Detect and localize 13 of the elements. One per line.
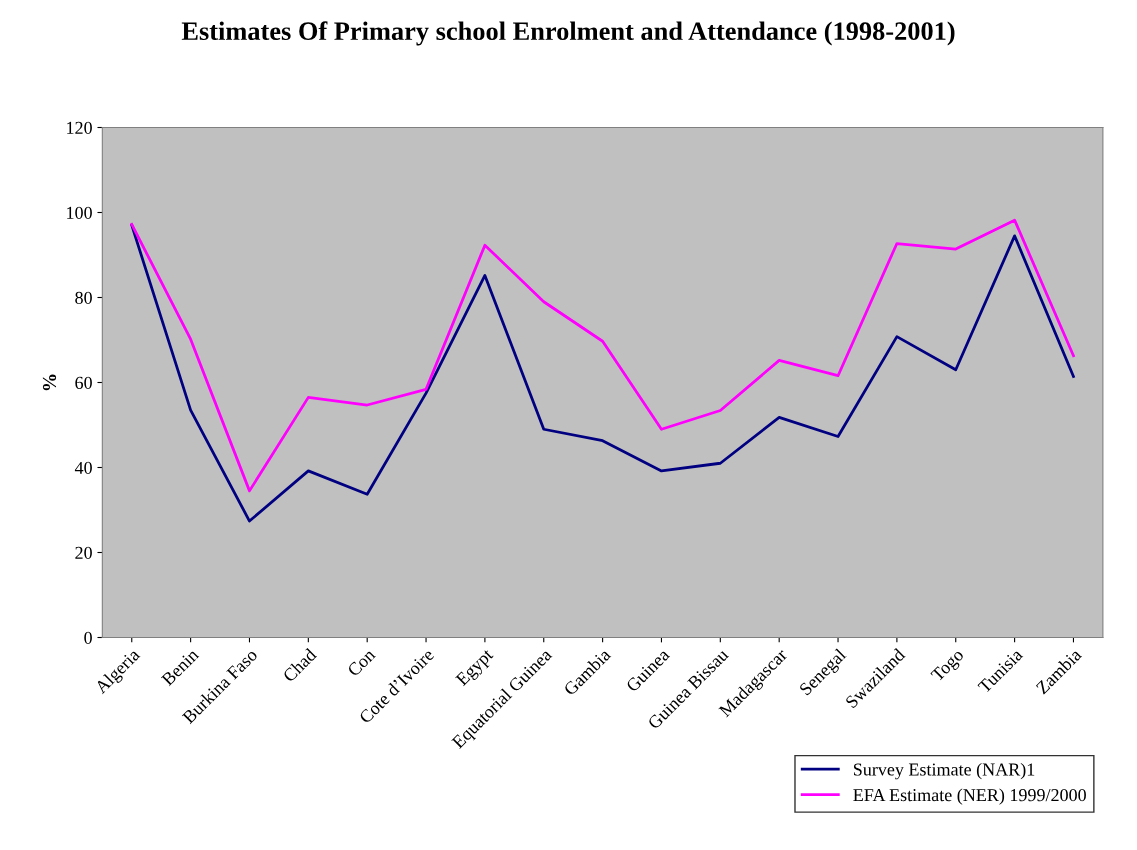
y-tick-label: 120 [67, 121, 92, 134]
legend-label: EFA Estimate (NER) 1999/2000 [853, 788, 1086, 805]
x-tick-label: Togo [930, 648, 967, 685]
x-tick-label: Con [346, 647, 376, 677]
y-axis-title: % [42, 374, 57, 391]
y-tick-label: 60 [75, 376, 92, 389]
y-tick-label: 20 [75, 546, 92, 559]
y-tick-label: 80 [75, 291, 92, 304]
y-tick-label: 0 [84, 631, 92, 644]
y-tick-label: 100 [67, 206, 92, 219]
chart-title: Estimates Of Primary school Enrolment and Attendance (1998-2001) [181, 21, 955, 46]
legend-label: Survey Estimate (NAR)1 [853, 762, 1035, 780]
y-tick-label: 40 [74, 461, 92, 474]
